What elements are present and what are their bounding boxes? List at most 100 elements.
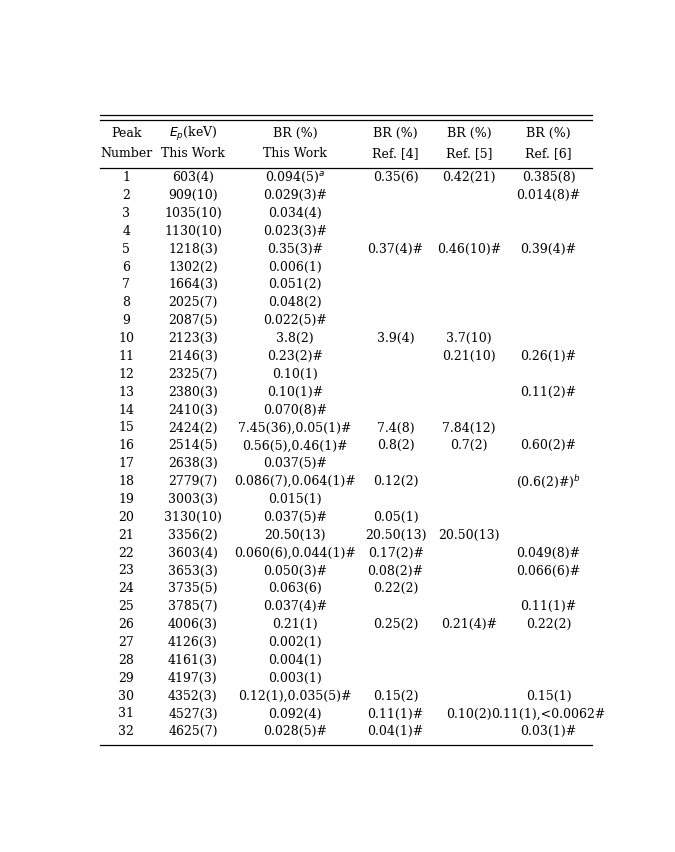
Text: 8: 8 — [122, 296, 130, 309]
Text: 12: 12 — [118, 368, 134, 381]
Text: 909(10): 909(10) — [168, 189, 218, 202]
Text: 0.086(7),0.064(1)#: 0.086(7),0.064(1)# — [234, 475, 356, 488]
Text: 0.8(2): 0.8(2) — [377, 440, 414, 452]
Text: 0.066(6)#: 0.066(6)# — [516, 565, 580, 578]
Text: 0.21(4)#: 0.21(4)# — [441, 618, 497, 631]
Text: 2638(3): 2638(3) — [168, 458, 218, 470]
Text: 0.25(2): 0.25(2) — [373, 618, 418, 631]
Text: 3735(5): 3735(5) — [168, 583, 217, 596]
Text: 0.60(2)#: 0.60(2)# — [520, 440, 576, 452]
Text: 2025(7): 2025(7) — [168, 296, 217, 309]
Text: 22: 22 — [118, 547, 134, 560]
Text: 0.23(2)#: 0.23(2)# — [267, 350, 323, 363]
Text: 0.029(3)#: 0.029(3)# — [263, 189, 327, 202]
Text: 0.22(2): 0.22(2) — [373, 583, 418, 596]
Text: 0.22(2): 0.22(2) — [526, 618, 571, 631]
Text: 0.04(1)#: 0.04(1)# — [367, 725, 424, 739]
Text: 2123(3): 2123(3) — [168, 332, 218, 345]
Text: 11: 11 — [118, 350, 134, 363]
Text: 0.006(1): 0.006(1) — [268, 261, 322, 273]
Text: 20: 20 — [118, 511, 134, 524]
Text: 0.037(4)#: 0.037(4)# — [263, 600, 327, 613]
Text: 0.17(2)#: 0.17(2)# — [368, 547, 424, 560]
Text: 26: 26 — [118, 618, 134, 631]
Text: 1302(2): 1302(2) — [168, 261, 218, 273]
Text: 0.060(6),0.044(1)#: 0.060(6),0.044(1)# — [234, 547, 356, 560]
Text: $E_p$(keV): $E_p$(keV) — [169, 124, 217, 143]
Text: 29: 29 — [118, 671, 134, 685]
Text: 2087(5): 2087(5) — [168, 314, 217, 327]
Text: 1218(3): 1218(3) — [168, 243, 218, 256]
Text: 2146(3): 2146(3) — [168, 350, 218, 363]
Text: 7.4(8): 7.4(8) — [377, 422, 414, 435]
Text: 0.003(1): 0.003(1) — [268, 671, 322, 685]
Text: 28: 28 — [118, 653, 134, 667]
Text: 0.015(1): 0.015(1) — [268, 493, 322, 506]
Text: 0.03(1)#: 0.03(1)# — [520, 725, 576, 739]
Text: 0.10(2): 0.10(2) — [446, 707, 491, 721]
Text: 4006(3): 4006(3) — [168, 618, 218, 631]
Text: 0.092(4): 0.092(4) — [268, 707, 322, 721]
Text: 0.051(2): 0.051(2) — [268, 279, 322, 291]
Text: 0.56(5),0.46(1)#: 0.56(5),0.46(1)# — [242, 440, 348, 452]
Text: 7.45(36),0.05(1)#: 7.45(36),0.05(1)# — [238, 422, 352, 435]
Text: 10: 10 — [118, 332, 134, 345]
Text: 0.15(1): 0.15(1) — [526, 689, 572, 703]
Text: 0.070(8)#: 0.070(8)# — [263, 404, 327, 417]
Text: Peak: Peak — [111, 127, 142, 141]
Text: Number: Number — [100, 147, 153, 160]
Text: 1664(3): 1664(3) — [168, 279, 218, 291]
Text: 0.05(1): 0.05(1) — [373, 511, 418, 524]
Text: BR (%): BR (%) — [447, 127, 491, 141]
Text: 27: 27 — [118, 636, 134, 649]
Text: BR (%): BR (%) — [273, 127, 317, 141]
Text: 3: 3 — [122, 207, 130, 220]
Text: 3785(7): 3785(7) — [168, 600, 217, 613]
Text: 0.063(6): 0.063(6) — [268, 583, 322, 596]
Text: 0.35(6): 0.35(6) — [373, 171, 418, 184]
Text: 3653(3): 3653(3) — [168, 565, 218, 578]
Text: 0.37(4)#: 0.37(4)# — [368, 243, 424, 256]
Text: 23: 23 — [118, 565, 134, 578]
Text: 17: 17 — [118, 458, 134, 470]
Text: 7: 7 — [122, 279, 130, 291]
Text: 15: 15 — [118, 422, 134, 435]
Text: 2779(7): 2779(7) — [168, 475, 217, 488]
Text: 6: 6 — [122, 261, 130, 273]
Text: 4: 4 — [122, 225, 130, 238]
Text: 5: 5 — [122, 243, 130, 256]
Text: 3003(3): 3003(3) — [168, 493, 218, 506]
Text: 9: 9 — [122, 314, 130, 327]
Text: 4197(3): 4197(3) — [168, 671, 218, 685]
Text: Ref. [5]: Ref. [5] — [446, 147, 492, 160]
Text: 0.385(8): 0.385(8) — [522, 171, 576, 184]
Text: This Work: This Work — [161, 147, 225, 160]
Text: 603(4): 603(4) — [172, 171, 214, 184]
Text: 4527(3): 4527(3) — [168, 707, 217, 721]
Text: 4126(3): 4126(3) — [168, 636, 218, 649]
Text: 24: 24 — [118, 583, 134, 596]
Text: 0.11(1)#: 0.11(1)# — [520, 600, 576, 613]
Text: 0.35(3)#: 0.35(3)# — [267, 243, 323, 256]
Text: 0.050(3)#: 0.050(3)# — [263, 565, 327, 578]
Text: 0.034(4): 0.034(4) — [268, 207, 322, 220]
Text: 14: 14 — [118, 404, 134, 417]
Text: 3603(4): 3603(4) — [168, 547, 218, 560]
Text: 0.10(1)#: 0.10(1)# — [267, 386, 323, 399]
Text: 0.002(1): 0.002(1) — [268, 636, 322, 649]
Text: 21: 21 — [118, 529, 134, 542]
Text: 2514(5): 2514(5) — [168, 440, 217, 452]
Text: 4625(7): 4625(7) — [168, 725, 217, 739]
Text: 3.7(10): 3.7(10) — [446, 332, 491, 345]
Text: 0.028(5)#: 0.028(5)# — [263, 725, 327, 739]
Text: 0.10(1): 0.10(1) — [272, 368, 318, 381]
Text: 0.037(5)#: 0.037(5)# — [263, 511, 327, 524]
Text: 7.84(12): 7.84(12) — [442, 422, 495, 435]
Text: 0.048(2): 0.048(2) — [268, 296, 322, 309]
Text: 1130(10): 1130(10) — [164, 225, 222, 238]
Text: 2424(2): 2424(2) — [168, 422, 217, 435]
Text: 0.037(5)#: 0.037(5)# — [263, 458, 327, 470]
Text: 3356(2): 3356(2) — [168, 529, 218, 542]
Text: 0.11(2)#: 0.11(2)# — [520, 386, 576, 399]
Text: 0.26(1)#: 0.26(1)# — [520, 350, 576, 363]
